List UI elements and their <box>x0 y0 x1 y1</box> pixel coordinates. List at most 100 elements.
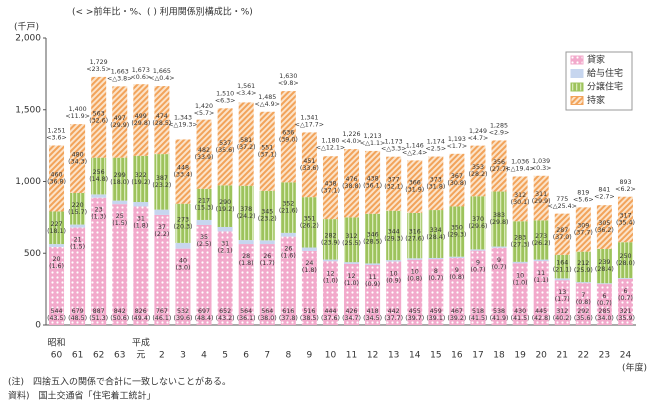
value-label: 334 <box>430 227 442 234</box>
share-label: (1.1) <box>534 277 549 284</box>
change-label: <5.6> <box>573 196 594 203</box>
value-label: 366 <box>409 180 421 187</box>
share-label: (30.8) <box>447 180 466 187</box>
bar-segment <box>91 157 107 195</box>
share-label: (29.3) <box>447 232 466 239</box>
value-label: 299 <box>114 172 126 179</box>
note: (注) 四捨五入の関係で合計に一致しないことがある。 <box>8 376 231 388</box>
x-tick-label: 21 <box>557 351 568 361</box>
bar-segment <box>533 261 549 325</box>
share-label: (1.6) <box>281 253 296 260</box>
share-label: (0.7) <box>618 295 633 302</box>
share-label: (1.8) <box>133 222 148 229</box>
y-unit: (千戸) <box>14 22 39 33</box>
bar-segment <box>596 283 612 285</box>
bar-segment <box>491 246 507 248</box>
total-label: 1,173 <box>385 139 403 146</box>
bar-segment <box>449 256 465 258</box>
bar-segment <box>91 76 107 158</box>
x-unit: (年度) <box>622 362 647 374</box>
legend-swatch <box>570 69 584 78</box>
bar-segment <box>301 197 317 248</box>
share-label: (1.0) <box>344 280 359 287</box>
share-label: (31.9) <box>405 187 424 194</box>
value-label: 12 <box>348 273 356 280</box>
x-tick-label: 2 <box>159 351 165 361</box>
value-label: 24 <box>305 260 313 267</box>
bar-segment <box>49 246 65 325</box>
x-tick-label: 60 <box>51 351 63 361</box>
total-label: 1,665 <box>153 68 171 75</box>
value-label: 273 <box>177 216 189 223</box>
share-label: (35.4) <box>616 219 635 226</box>
share-label: (37.2) <box>237 144 256 151</box>
value-label: 287 <box>556 227 568 234</box>
value-label: 9 <box>476 260 480 267</box>
share-label: (34.3) <box>68 159 87 166</box>
share-label: (25.5) <box>342 240 361 247</box>
share-label: (41.5) <box>511 315 530 322</box>
bar-segment <box>280 91 296 183</box>
share-label: (33.9) <box>195 154 214 161</box>
value-label: 250 <box>619 253 631 260</box>
bar-segment <box>259 190 275 241</box>
value-label: 518 <box>472 308 484 315</box>
share-label: (2.5) <box>197 241 212 248</box>
value-label: 842 <box>114 308 126 315</box>
share-label: (37.0) <box>553 234 572 241</box>
bar-segment <box>470 249 486 251</box>
value-label: 537 <box>219 140 231 147</box>
change-label: <0.6> <box>131 74 152 81</box>
share-label: (37.1) <box>321 188 340 195</box>
bar-segment <box>154 154 170 210</box>
share-label: (0.9) <box>386 278 401 285</box>
value-label: 438 <box>367 175 379 182</box>
note: 資料) 国土交通省「住宅着工統計」 <box>8 390 156 402</box>
share-label: (37.6) <box>321 315 340 322</box>
share-label: (38.0) <box>258 315 277 322</box>
share-label: (36.1) <box>237 315 256 322</box>
value-label: 21 <box>74 237 82 244</box>
share-label: (18.1) <box>47 228 66 235</box>
share-label: (26.2) <box>300 222 319 229</box>
bar-segment <box>512 263 528 325</box>
x-tick-label: 15 <box>430 351 441 361</box>
bar-segment <box>554 280 570 325</box>
legend-label: 分譲住宅 <box>587 81 623 93</box>
bar-segment <box>196 219 212 225</box>
legend-swatch <box>570 96 584 105</box>
value-label: 6 <box>623 288 627 295</box>
bar-segment <box>217 108 233 186</box>
value-label: 476 <box>346 176 358 183</box>
value-label: 352 <box>282 201 294 208</box>
change-label: <9.8> <box>278 80 299 87</box>
bar-segment <box>91 194 107 198</box>
value-label: 273 <box>535 233 547 240</box>
change-label: <△19.3> <box>168 121 197 128</box>
value-label: 438 <box>324 181 336 188</box>
share-label: (32.1) <box>384 184 403 191</box>
total-label: 1,226 <box>343 131 361 138</box>
change-label: <4.7> <box>468 135 489 142</box>
value-label: 40 <box>179 258 187 265</box>
share-label: (51.3) <box>89 315 108 322</box>
share-label: (18.0) <box>110 179 129 186</box>
share-label: (19.2) <box>131 179 150 186</box>
bar-segment <box>533 220 549 260</box>
x-tick-label: 63 <box>114 351 125 361</box>
value-label: 377 <box>388 177 400 184</box>
share-label: (1.0) <box>323 277 338 284</box>
value-label: 282 <box>324 232 336 239</box>
value-label: 8 <box>434 268 438 275</box>
change-label: <2.7> <box>594 193 615 200</box>
bar-segment <box>617 278 633 279</box>
total-label: 1,174 <box>427 139 445 146</box>
bar-segment <box>280 182 296 233</box>
bar-segment <box>49 244 65 247</box>
bar-segment <box>70 224 86 228</box>
total-label: 1,039 <box>532 158 550 165</box>
value-label: 697 <box>198 308 210 315</box>
share-label: (50.6) <box>110 315 129 322</box>
value-label: 345 <box>261 209 273 216</box>
bar-segment <box>428 210 444 258</box>
